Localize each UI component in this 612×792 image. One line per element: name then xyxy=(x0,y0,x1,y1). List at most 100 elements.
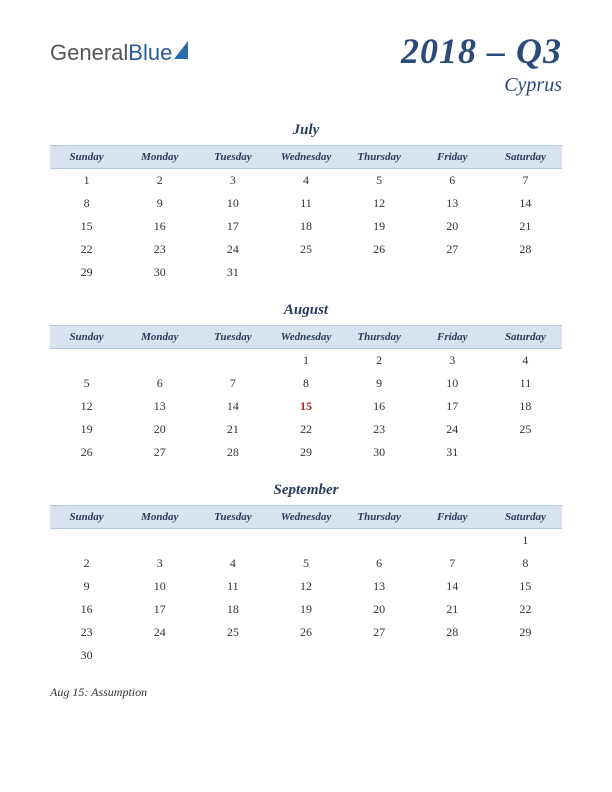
calendar-cell: 30 xyxy=(343,441,416,464)
day-header: Monday xyxy=(123,506,196,529)
month-name: September xyxy=(50,482,562,499)
calendar-row: 23242526272829 xyxy=(50,621,562,644)
month-block: September SundayMondayTuesdayWednesdayThu… xyxy=(50,482,562,667)
day-header: Friday xyxy=(416,506,489,529)
calendar-cell: 10 xyxy=(416,372,489,395)
calendar-cell: 20 xyxy=(416,215,489,238)
calendar-cell xyxy=(50,349,123,373)
calendar-row: 16171819202122 xyxy=(50,598,562,621)
calendar-cell: 11 xyxy=(196,575,269,598)
calendar-cell xyxy=(416,644,489,667)
calendar-cell: 16 xyxy=(343,395,416,418)
calendar-cell: 8 xyxy=(489,552,562,575)
calendar-cell: 9 xyxy=(50,575,123,598)
calendar-cell: 28 xyxy=(489,238,562,261)
calendar-cell xyxy=(489,261,562,284)
day-header: Friday xyxy=(416,326,489,349)
calendar-cell: 13 xyxy=(123,395,196,418)
calendar-cell: 12 xyxy=(50,395,123,418)
calendar-cell: 15 xyxy=(50,215,123,238)
calendar-row: 15161718192021 xyxy=(50,215,562,238)
day-header: Saturday xyxy=(489,506,562,529)
calendar-cell: 18 xyxy=(489,395,562,418)
calendar-cell: 9 xyxy=(123,192,196,215)
month-name: August xyxy=(50,302,562,319)
holiday-note-line: Aug 15: Assumption xyxy=(50,685,562,700)
calendar-cell xyxy=(196,349,269,373)
calendar-cell: 24 xyxy=(196,238,269,261)
calendar-cell xyxy=(416,529,489,553)
calendar-cell: 8 xyxy=(50,192,123,215)
calendar-row: 30 xyxy=(50,644,562,667)
calendar-cell: 19 xyxy=(50,418,123,441)
calendar-cell: 31 xyxy=(196,261,269,284)
calendar-cell: 9 xyxy=(343,372,416,395)
calendar-cell: 21 xyxy=(196,418,269,441)
day-header: Wednesday xyxy=(269,146,342,169)
calendar-cell: 27 xyxy=(343,621,416,644)
calendar-cell xyxy=(343,261,416,284)
calendar-cell: 5 xyxy=(269,552,342,575)
calendar-cell: 30 xyxy=(123,261,196,284)
calendar-cell xyxy=(196,529,269,553)
calendar-cell: 11 xyxy=(269,192,342,215)
calendar-cell: 29 xyxy=(489,621,562,644)
calendar-cell: 27 xyxy=(123,441,196,464)
calendar-table: SundayMondayTuesdayWednesdayThursdayFrid… xyxy=(50,505,562,667)
day-header: Monday xyxy=(123,146,196,169)
calendar-row: 891011121314 xyxy=(50,192,562,215)
calendar-cell: 7 xyxy=(196,372,269,395)
calendar-row: 1234 xyxy=(50,349,562,373)
calendar-container: July SundayMondayTuesdayWednesdayThursday… xyxy=(50,122,562,667)
calendar-cell xyxy=(50,529,123,553)
holiday-notes: Aug 15: Assumption xyxy=(50,685,562,700)
calendar-cell: 17 xyxy=(196,215,269,238)
calendar-cell: 3 xyxy=(123,552,196,575)
month-name: July xyxy=(50,122,562,139)
calendar-cell: 30 xyxy=(50,644,123,667)
day-header: Tuesday xyxy=(196,506,269,529)
day-header: Saturday xyxy=(489,326,562,349)
calendar-cell: 18 xyxy=(196,598,269,621)
calendar-cell: 20 xyxy=(123,418,196,441)
calendar-cell: 1 xyxy=(50,169,123,193)
calendar-cell xyxy=(123,644,196,667)
logo: GeneralBlue xyxy=(50,40,188,66)
calendar-cell: 23 xyxy=(123,238,196,261)
calendar-cell: 3 xyxy=(416,349,489,373)
calendar-cell: 28 xyxy=(196,441,269,464)
day-header: Tuesday xyxy=(196,146,269,169)
day-header: Wednesday xyxy=(269,326,342,349)
calendar-cell: 24 xyxy=(123,621,196,644)
calendar-cell: 29 xyxy=(269,441,342,464)
calendar-row: 12131415161718 xyxy=(50,395,562,418)
calendar-cell xyxy=(489,441,562,464)
calendar-cell: 14 xyxy=(196,395,269,418)
calendar-cell xyxy=(343,529,416,553)
calendar-cell: 16 xyxy=(123,215,196,238)
calendar-cell: 4 xyxy=(269,169,342,193)
calendar-cell: 12 xyxy=(269,575,342,598)
day-header: Saturday xyxy=(489,146,562,169)
calendar-table: SundayMondayTuesdayWednesdayThursdayFrid… xyxy=(50,325,562,464)
calendar-cell: 24 xyxy=(416,418,489,441)
calendar-cell: 22 xyxy=(50,238,123,261)
calendar-cell: 2 xyxy=(123,169,196,193)
calendar-row: 1 xyxy=(50,529,562,553)
calendar-cell: 28 xyxy=(416,621,489,644)
calendar-row: 293031 xyxy=(50,261,562,284)
calendar-cell: 23 xyxy=(50,621,123,644)
calendar-cell: 4 xyxy=(196,552,269,575)
calendar-table: SundayMondayTuesdayWednesdayThursdayFrid… xyxy=(50,145,562,284)
calendar-cell xyxy=(269,644,342,667)
day-header: Thursday xyxy=(343,146,416,169)
calendar-row: 22232425262728 xyxy=(50,238,562,261)
calendar-cell: 20 xyxy=(343,598,416,621)
calendar-cell xyxy=(123,529,196,553)
calendar-row: 2345678 xyxy=(50,552,562,575)
header: GeneralBlue 2018 – Q3 Cyprus xyxy=(50,30,562,97)
calendar-cell: 5 xyxy=(50,372,123,395)
calendar-cell: 10 xyxy=(123,575,196,598)
calendar-cell: 15 xyxy=(489,575,562,598)
day-header: Thursday xyxy=(343,326,416,349)
